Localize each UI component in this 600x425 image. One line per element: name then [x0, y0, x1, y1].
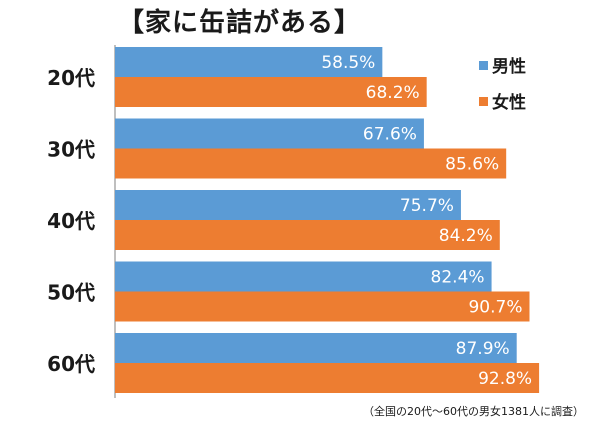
bar-male — [115, 190, 461, 220]
chart-title: 【家に缶詰がある】 — [118, 8, 362, 38]
bar-value-label-female: 92.8% — [478, 369, 532, 389]
legend-label-female: 女性 — [492, 92, 526, 113]
bar-female — [115, 363, 540, 393]
legend: 男性 女性 — [479, 56, 526, 113]
bar-value-label-male: 87.9% — [456, 339, 510, 359]
category-label: 30代 — [47, 138, 95, 162]
legend-swatch-female — [479, 97, 488, 106]
survey-note: （全国の20代～60代の男女1381人に調査） — [363, 405, 584, 418]
bar-value-label-male: 82.4% — [431, 268, 485, 288]
category-label: 40代 — [47, 209, 95, 233]
bar-value-label-female: 90.7% — [468, 298, 522, 318]
bar-value-label-male: 58.5% — [321, 53, 375, 73]
bar-male — [115, 118, 424, 149]
category-label: 20代 — [47, 66, 95, 90]
bar-value-label-female: 68.2% — [366, 83, 420, 103]
category-label: 60代 — [47, 352, 95, 376]
bar-value-label-male: 67.6% — [363, 125, 417, 145]
bar-male — [115, 47, 383, 77]
category-label: 50代 — [47, 281, 95, 305]
bar-female — [115, 291, 530, 322]
bar-value-label-female: 85.6% — [445, 155, 499, 175]
bar-value-label-male: 75.7% — [400, 196, 454, 216]
bar-male — [115, 333, 517, 363]
bar-female — [115, 220, 500, 250]
legend-swatch-male — [479, 61, 488, 70]
legend-label-male: 男性 — [492, 56, 526, 77]
bar-value-label-female: 84.2% — [439, 226, 493, 246]
bar-female — [115, 148, 507, 179]
bar-male — [115, 261, 492, 292]
bar-female — [115, 77, 427, 107]
